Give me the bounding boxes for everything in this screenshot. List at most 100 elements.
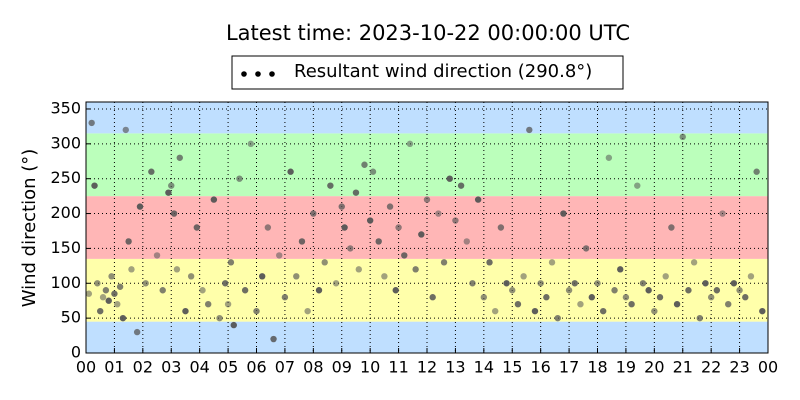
x-tick-label: 17	[559, 358, 579, 377]
point	[509, 287, 516, 294]
point	[486, 259, 493, 266]
x-tick-label: 04	[189, 358, 209, 377]
points	[85, 119, 766, 343]
y-tick-label: 50	[61, 308, 81, 327]
point	[375, 238, 382, 245]
point	[662, 273, 669, 280]
point	[440, 259, 448, 266]
point	[543, 294, 550, 301]
point	[108, 273, 115, 280]
point	[685, 287, 692, 294]
point	[119, 314, 127, 322]
x-tick-label: 01	[104, 358, 124, 377]
point	[537, 280, 544, 287]
x-tick-label: 05	[218, 358, 238, 377]
point	[531, 307, 539, 315]
y-tick-label: 0	[71, 343, 81, 362]
point	[634, 182, 641, 189]
point	[656, 294, 664, 301]
x-tick-label: 20	[644, 358, 664, 377]
point	[548, 259, 556, 266]
point	[412, 266, 419, 273]
point	[452, 217, 459, 224]
x-tick-label: 03	[161, 358, 181, 377]
point	[423, 196, 431, 203]
point	[142, 280, 149, 287]
point	[617, 266, 624, 273]
point	[406, 140, 414, 148]
point	[457, 182, 465, 189]
point	[503, 280, 510, 287]
point	[281, 294, 289, 301]
point	[702, 280, 709, 287]
point	[193, 224, 201, 231]
point	[361, 161, 368, 168]
y-tick-label: 300	[50, 133, 81, 152]
point	[565, 287, 573, 294]
point	[347, 245, 354, 252]
point	[199, 287, 206, 294]
point	[651, 307, 658, 315]
point	[102, 287, 110, 294]
x-tick-label: 19	[616, 358, 636, 377]
x-tick-label: 12	[417, 358, 437, 377]
point	[446, 175, 453, 182]
point	[88, 119, 95, 127]
x-tick-label: 08	[303, 358, 323, 377]
point	[105, 297, 112, 304]
point	[136, 203, 144, 210]
point	[315, 287, 323, 294]
point	[560, 210, 567, 217]
point	[216, 314, 223, 322]
point	[747, 273, 755, 280]
point	[429, 294, 436, 301]
point	[94, 280, 101, 287]
point	[187, 273, 195, 280]
point	[224, 300, 232, 308]
point	[287, 168, 294, 175]
y-tick-label: 200	[50, 203, 81, 222]
point	[401, 252, 408, 259]
x-tick-label: 06	[246, 358, 266, 377]
point	[514, 300, 522, 308]
point	[480, 294, 488, 301]
point	[321, 259, 328, 266]
point	[270, 335, 277, 343]
y-tick-label: 100	[50, 273, 81, 292]
point	[725, 300, 732, 308]
point	[258, 273, 266, 280]
point	[599, 307, 607, 315]
point	[222, 280, 229, 287]
point	[628, 300, 635, 308]
point	[165, 189, 172, 196]
point	[170, 210, 178, 217]
point	[474, 196, 482, 203]
point	[304, 307, 311, 315]
x-tick-label: 15	[502, 358, 522, 377]
point	[159, 287, 166, 294]
x-tick-label: 11	[388, 358, 408, 377]
x-tick-label: 02	[133, 358, 153, 377]
point	[298, 238, 306, 245]
point	[611, 287, 618, 294]
point	[133, 328, 141, 336]
point	[116, 283, 124, 290]
point	[128, 266, 135, 273]
point	[679, 133, 686, 141]
x-tick-label: 23	[729, 358, 749, 377]
point	[182, 307, 189, 315]
point	[588, 294, 596, 301]
point	[125, 238, 132, 245]
point	[176, 154, 183, 161]
point	[622, 294, 630, 301]
point	[85, 290, 93, 297]
point	[355, 266, 362, 273]
point	[341, 224, 348, 231]
point	[582, 245, 590, 252]
point	[696, 314, 703, 322]
point	[469, 280, 476, 287]
point	[497, 224, 505, 231]
point	[366, 217, 374, 224]
point	[148, 168, 155, 175]
point	[168, 182, 175, 189]
